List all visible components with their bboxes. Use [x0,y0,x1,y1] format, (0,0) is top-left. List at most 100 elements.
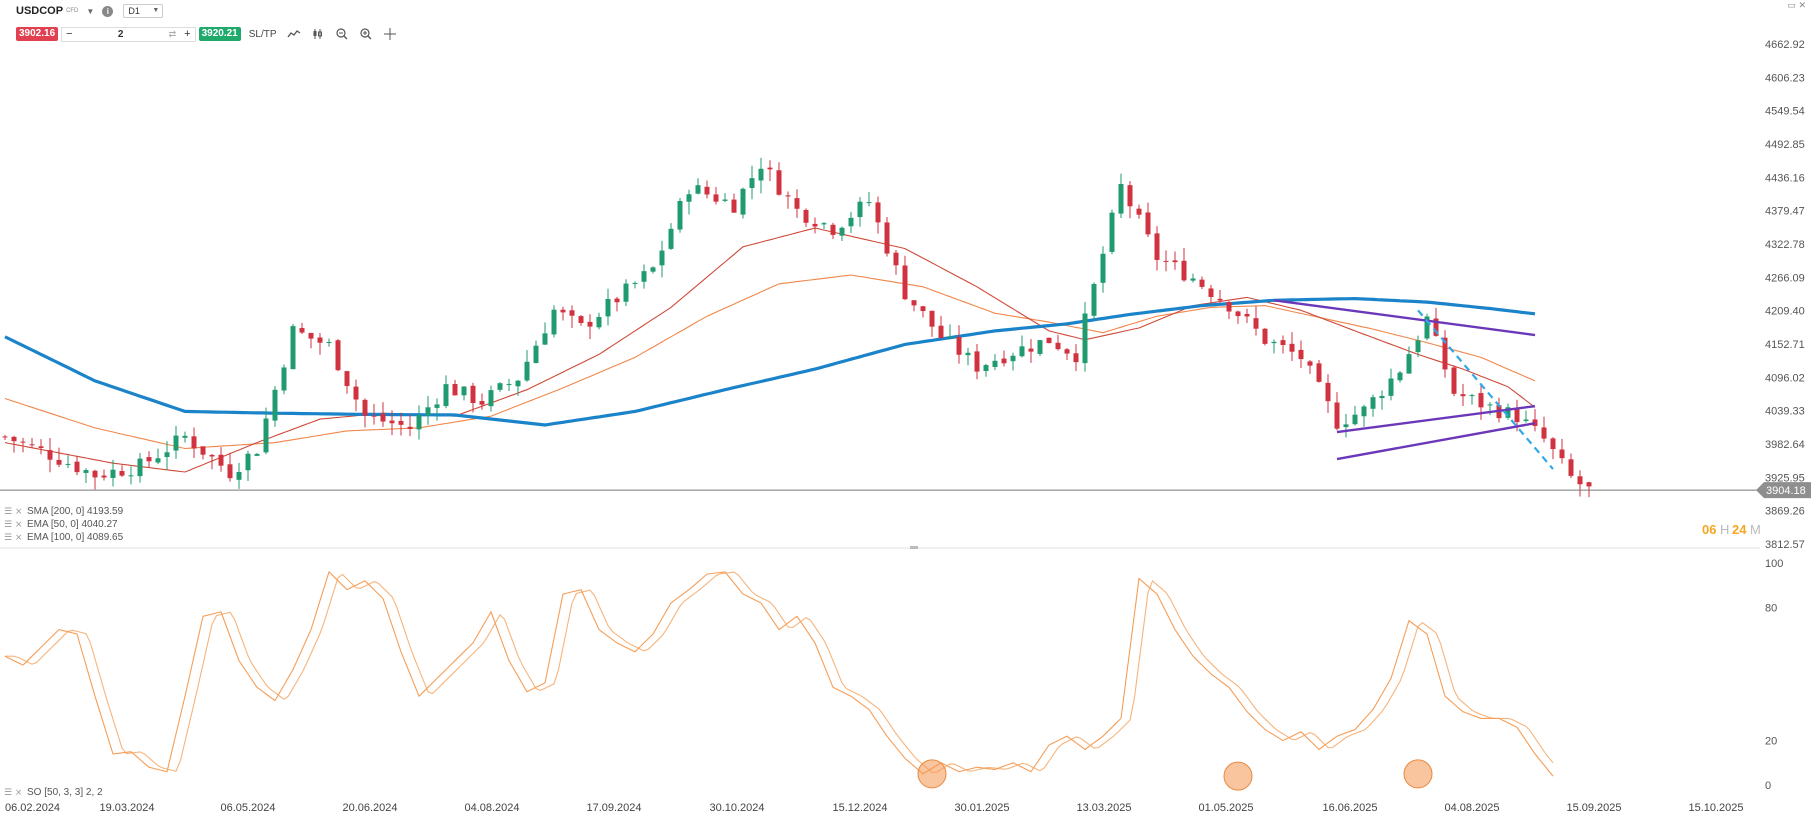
candle-body [434,404,440,408]
candle-body [569,310,575,316]
channel-mid-line[interactable] [1336,404,1536,434]
stoch-d-line[interactable] [5,571,1554,773]
candle-body [740,188,746,215]
legend-ema50[interactable]: EMA [50, 0] 4040.27 [27,519,118,530]
candle-body [731,199,737,213]
candle-body [290,326,296,370]
decrease-button[interactable]: − [66,28,73,40]
candle-body [362,399,368,416]
line-chart-icon[interactable] [287,27,301,41]
candle-body [866,202,872,204]
info-icon[interactable]: i [102,5,114,17]
candle-body [1019,346,1025,357]
increase-button[interactable]: + [184,28,191,40]
candle-body [11,436,17,442]
y-axis-tick-label: 4662.92 [1765,39,1805,51]
candle-body [623,283,629,302]
candle-body [803,209,809,223]
symbol-name[interactable]: USDCOP [16,5,64,17]
sma200-line[interactable] [4,296,1536,427]
candle-body [380,413,386,422]
current-price-tag [1756,482,1811,499]
timeframe-select[interactable]: D1 ▼ [123,4,164,18]
crosshair-icon[interactable] [383,27,397,41]
stoch-k-line[interactable] [4,570,1554,777]
candle-body [371,415,377,417]
candle-body [47,450,53,460]
channel-lower-line[interactable] [1336,422,1536,461]
candle-body [1271,341,1277,344]
candle-body [947,336,953,338]
candle-body [1379,395,1385,399]
pane-resize-handle[interactable] [910,546,918,549]
symbol-dropdown-icon[interactable]: ▼ [86,6,95,16]
candle-body [1100,253,1106,283]
dashed-trend-line[interactable] [1417,309,1554,470]
candle-body [776,170,782,195]
x-axis-tick-label: 15.09.2025 [1566,802,1621,814]
candles-icon[interactable] [311,27,325,41]
candle-body [1307,361,1313,366]
candle-body [470,385,476,403]
legend-icon[interactable]: ☰ ⨯ [4,520,22,530]
candle-body [713,194,719,202]
stoch-y-tick-label: 100 [1765,558,1783,570]
sell-button[interactable]: 3902.16 [16,27,59,41]
candle-body [1073,353,1079,363]
candle-body [218,454,224,466]
candle-body [1424,316,1430,339]
zoom-in-icon[interactable] [359,27,373,41]
candle-body [722,199,728,201]
window-icon[interactable]: ▭ [1787,0,1796,10]
candle-body [1298,349,1304,360]
y-axis-tick-label: 4436.16 [1765,172,1805,184]
candle-body [1280,340,1286,346]
ema100-line[interactable] [4,274,1536,450]
candle-body [1244,313,1250,317]
candle-body [1190,278,1196,281]
x-axis-tick-label: 17.09.2024 [586,802,641,814]
legend-icon[interactable]: ☰ ⨯ [4,788,22,798]
legend-stochastic[interactable]: SO [50, 3, 3] 2, 2 [27,787,103,798]
candle-body [974,351,980,372]
close-icon[interactable]: ✕ [1798,0,1806,10]
quantity-input[interactable]: 2 [117,28,124,40]
candle-body [677,201,683,230]
candle-body [1325,382,1331,402]
candle-body [407,426,413,429]
candle-body [1388,378,1394,396]
candle-body [1523,419,1529,421]
y-axis-tick-label: 4209.40 [1765,306,1805,318]
candle-body [1010,355,1016,362]
sltp-button[interactable]: SL/TP [248,28,277,40]
candle-body [1577,476,1583,485]
legend-icon[interactable]: ☰ ⨯ [4,533,22,543]
buy-button[interactable]: 3920.21 [198,27,241,41]
legend-icon[interactable]: ☰ ⨯ [4,507,22,517]
channel-upper-line[interactable] [1273,299,1536,337]
quantity-stepper[interactable]: − 2 ⇄ + [61,26,196,42]
legend-sma200[interactable]: SMA [200, 0] 4193.59 [27,506,124,517]
candle-body [965,352,971,356]
candle-body [1334,402,1340,429]
candle-body [686,194,692,202]
candle-body [1118,183,1124,214]
x-axis-tick-label: 15.10.2025 [1688,802,1743,814]
candle-body [911,300,917,306]
candle-body [443,384,449,407]
candle-body [1370,397,1376,409]
ema50-line[interactable] [4,227,1536,473]
y-axis-tick-label: 3925.95 [1765,472,1805,484]
candle-body [821,223,827,225]
candle-body [1208,288,1214,297]
candle-body [1433,318,1439,336]
candle-body [785,195,791,197]
zoom-out-icon[interactable] [335,27,349,41]
legend-ema100[interactable]: EMA [100, 0] 4089.65 [27,532,124,543]
candle-body [137,458,143,477]
y-axis-tick-label: 4096.02 [1765,372,1805,384]
candle-body [425,407,431,416]
swap-icon[interactable]: ⇄ [168,28,177,39]
candle-body [398,420,404,425]
